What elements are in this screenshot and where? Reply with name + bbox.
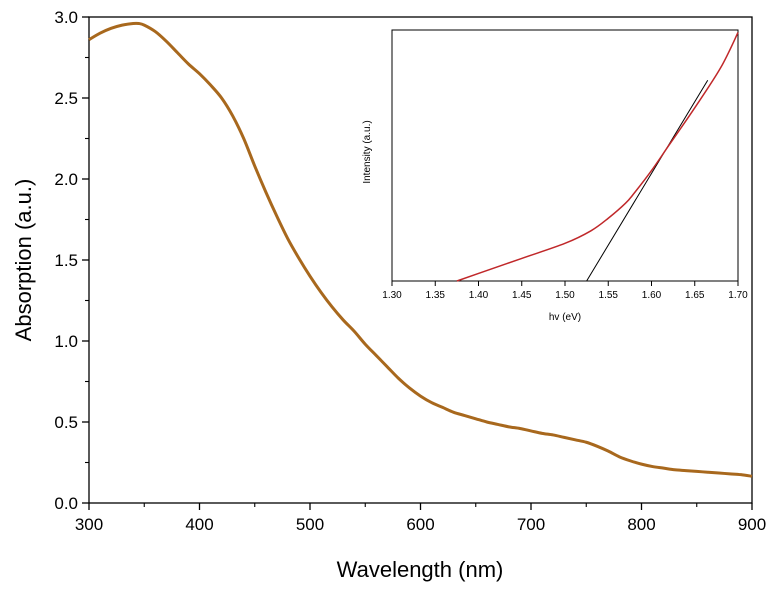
main-x-tick-label: 900	[738, 515, 766, 534]
main-x-tick-label: 400	[185, 515, 213, 534]
inset-x-axis-title: hv (eV)	[549, 312, 581, 323]
main-x-tick-label: 600	[406, 515, 434, 534]
main-x-tick-label: 300	[75, 515, 103, 534]
inset-x-tick-label: 1.40	[469, 290, 489, 301]
main-x-axis-title: Wavelength (nm)	[337, 557, 504, 582]
inset-x-tick-label: 1.60	[642, 290, 662, 301]
inset-linear-fit-line	[586, 79, 709, 282]
inset-x-tick-label: 1.45	[512, 290, 532, 301]
inset-x-tick-label: 1.65	[685, 290, 705, 301]
main-y-tick-labels: 0.0 0.5 1.0 1.5 2.0 2.5 3.0	[54, 8, 78, 513]
main-y-tick-label: 1.0	[54, 332, 78, 351]
inset-plot: 1.30 1.35 1.40 1.45 1.50 1.55 1.60 1.65 1.70 hv …	[362, 29, 748, 323]
inset-series-line	[456, 32, 739, 282]
main-y-tick-label: 0.5	[54, 413, 78, 432]
main-y-axis-title: Absorption (a.u.)	[11, 179, 36, 342]
inset-x-tick-label: 1.70	[728, 290, 748, 301]
main-x-tick-label: 500	[296, 515, 324, 534]
main-x-tick-label: 700	[517, 515, 545, 534]
inset-x-tick-labels: 1.30 1.35 1.40 1.45 1.50 1.55 1.60 1.65 1.70	[382, 290, 748, 301]
inset-y-axis-title: Intensity (a.u.)	[362, 120, 373, 183]
main-plot: 300 400 500 600 700 800 900 0.0 0.5 1.0 1.5 2.0 2.5…	[11, 8, 766, 582]
main-y-tick-label: 0.0	[54, 494, 78, 513]
main-y-tick-label: 1.5	[54, 251, 78, 270]
main-y-tick-label: 2.5	[54, 89, 78, 108]
main-ticks	[82, 16, 753, 510]
inset-plot-frame	[391, 29, 739, 282]
inset-x-tick-label: 1.30	[382, 290, 402, 301]
inset-x-tick-label: 1.55	[599, 290, 619, 301]
inset-x-tick-label: 1.50	[555, 290, 575, 301]
main-x-tick-labels: 300 400 500 600 700 800 900	[75, 515, 766, 534]
main-x-tick-label: 800	[627, 515, 655, 534]
main-y-tick-label: 2.0	[54, 170, 78, 189]
main-y-tick-label: 3.0	[54, 8, 78, 27]
absorption-series-line	[88, 21, 753, 478]
inset-ticks	[391, 281, 739, 286]
inset-x-tick-label: 1.35	[426, 290, 446, 301]
